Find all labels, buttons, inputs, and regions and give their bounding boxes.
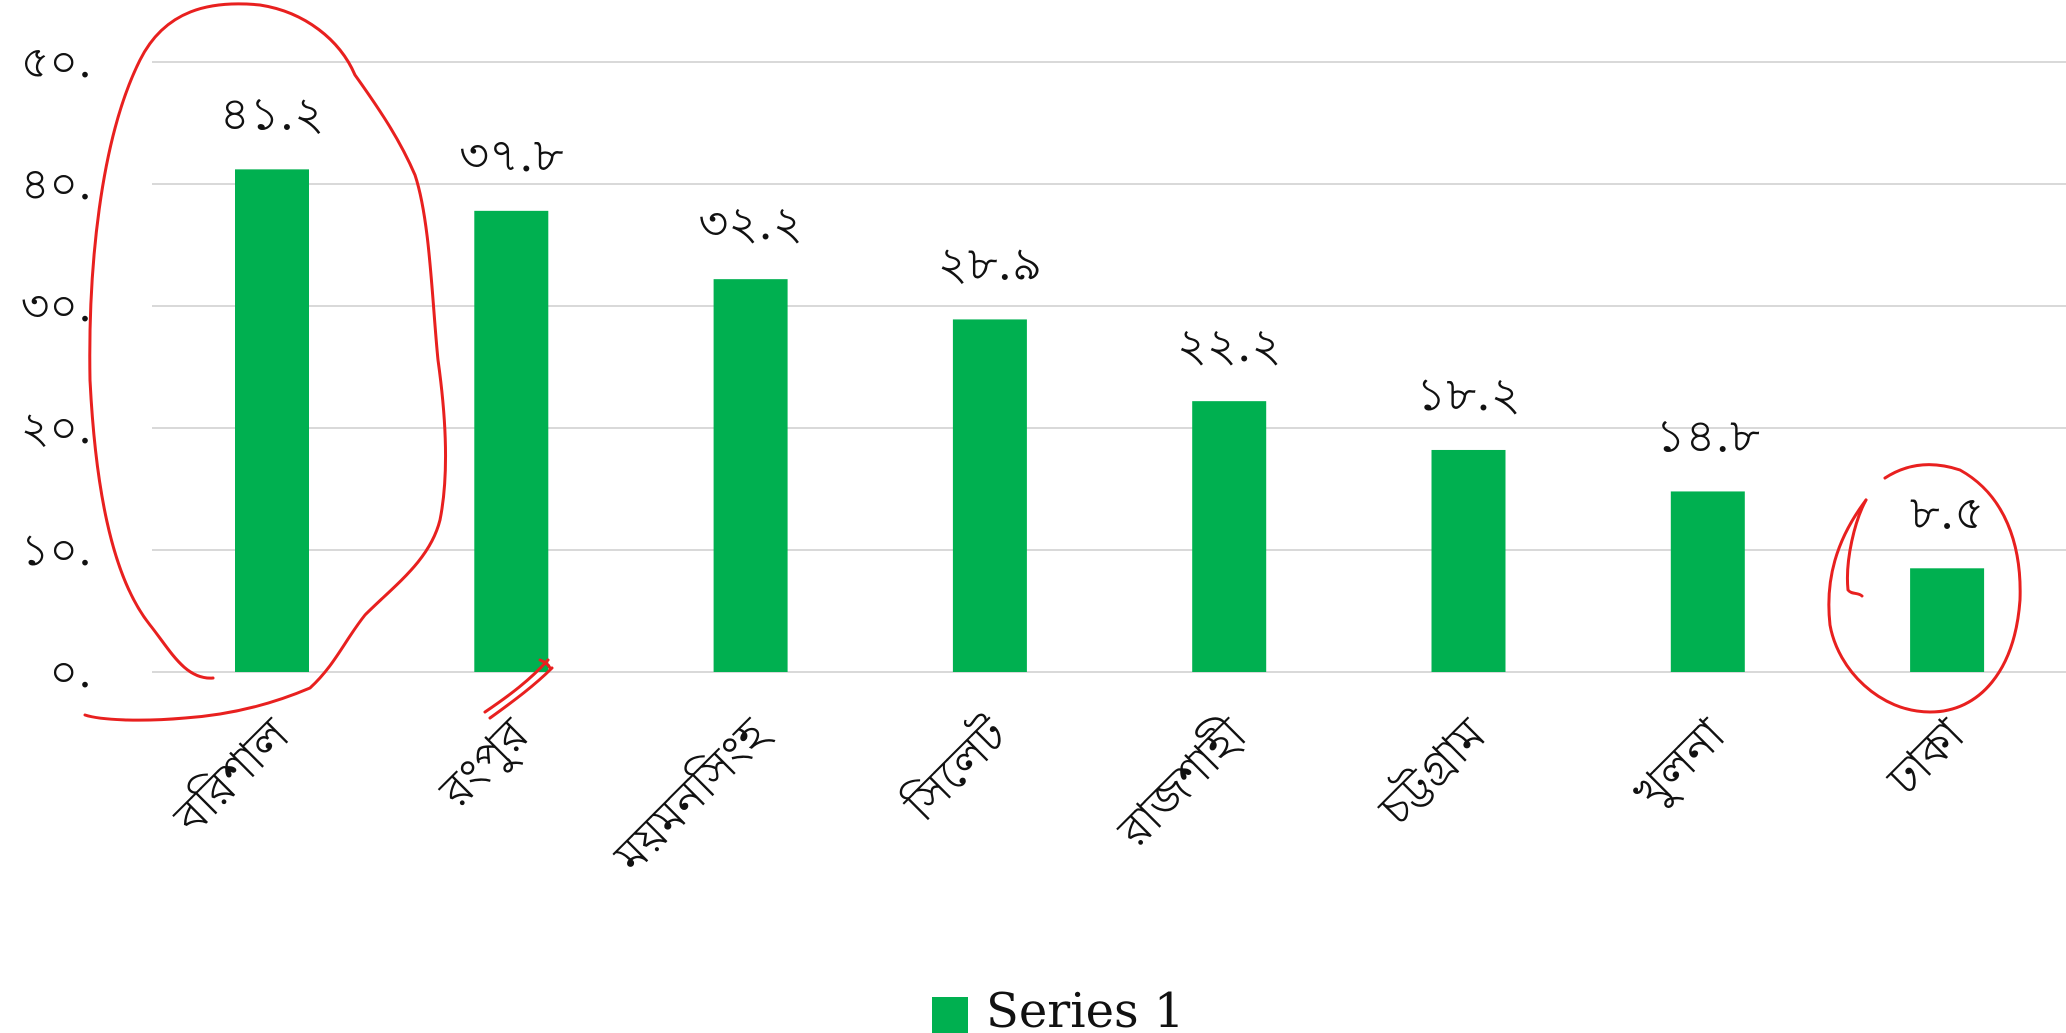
data-label: ৪১.২	[220, 86, 324, 140]
x-tick-label: চট্টগ্রাম	[1367, 707, 1497, 837]
x-tick-label: ময়মনসিংহ	[603, 706, 780, 883]
legend: Series 1	[932, 983, 1184, 1033]
annotation-circle-lowest	[1827, 463, 2022, 714]
x-tick-label: খুলনা	[1623, 707, 1737, 821]
bar	[952, 319, 1027, 672]
bars	[235, 169, 1985, 673]
bar	[713, 279, 788, 672]
x-axis-categories: বরিশাল রংপুর ময়মনসিংহ সিলেট রাজশাহী চট্টগ্রা…	[163, 706, 1976, 884]
bar	[1192, 401, 1267, 672]
legend-swatch	[932, 997, 968, 1033]
bar	[474, 210, 549, 672]
y-axis-ticks: ০. ১০. ২০. ৩০. ৪০. ৫০.	[21, 37, 92, 698]
annotation-flick-lowest	[1845, 498, 1868, 598]
y-tick-label: ৪০.	[21, 159, 92, 210]
x-tick-label: রংপুর	[428, 707, 540, 819]
bar	[1670, 491, 1745, 672]
data-label: ৩৭.৮	[459, 128, 563, 182]
data-label: ১৪.৮	[1656, 408, 1760, 462]
y-tick-label: ০.	[49, 647, 92, 698]
bar	[1431, 449, 1506, 672]
gridlines	[152, 61, 2066, 673]
data-label: ১৮.২	[1416, 367, 1520, 421]
x-tick-label: রাজশাহী	[1105, 706, 1257, 858]
y-tick-label: ১০.	[21, 525, 92, 576]
x-tick-label: সিলেট	[892, 706, 1019, 833]
y-tick-label: ২০.	[21, 403, 92, 454]
data-label: ৩২.২	[698, 196, 802, 250]
bar	[235, 169, 309, 673]
bar	[1910, 568, 1985, 672]
x-tick-label: ঢাকা	[1876, 707, 1975, 806]
data-label: ৮.৫	[1910, 485, 1984, 539]
hand-drawn-annotations	[83, 2, 2022, 722]
legend-label: Series 1	[986, 983, 1184, 1033]
data-label: ২২.২	[1177, 318, 1281, 372]
annotation-tick-rangpur	[483, 658, 554, 720]
y-tick-label: ৫০.	[21, 37, 92, 88]
x-tick-label: বরিশাল	[163, 707, 301, 845]
y-tick-label: ৩০.	[21, 281, 92, 332]
data-label: ২৮.৯	[938, 236, 1042, 290]
data-labels: ৪১.২ ৩৭.৮ ৩২.২ ২৮.৯ ২২.২ ১৮.২ ১৪.৮ ৮.৫	[220, 86, 1984, 539]
annotation-circle-highest	[83, 2, 448, 722]
